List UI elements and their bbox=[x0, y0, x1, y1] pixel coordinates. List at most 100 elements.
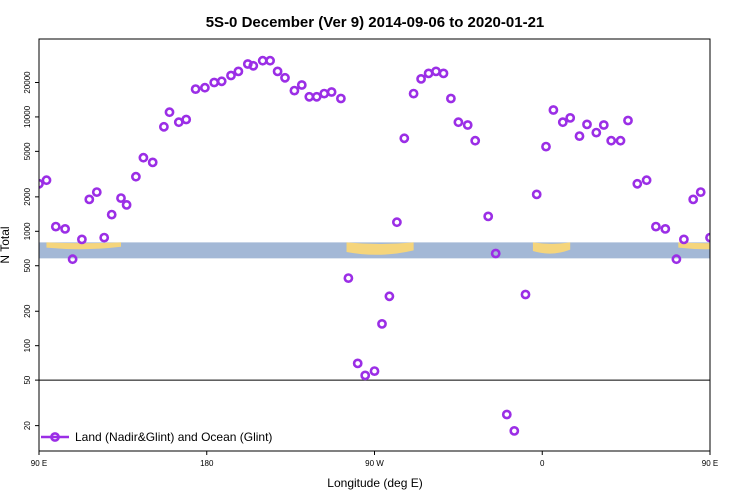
data-point bbox=[438, 68, 449, 79]
chart-title: 5S-0 December (Ver 9) 2014-09-06 to 2020… bbox=[206, 14, 545, 31]
data-point bbox=[520, 289, 531, 300]
data-point bbox=[289, 85, 300, 96]
data-point bbox=[615, 135, 626, 146]
data-point bbox=[280, 72, 290, 83]
y-tick-label: 50 bbox=[23, 375, 32, 384]
data-point bbox=[60, 223, 70, 234]
y-axis-label: N Total bbox=[0, 226, 12, 263]
data-point bbox=[326, 87, 337, 97]
data-point bbox=[705, 232, 710, 243]
data-point bbox=[121, 199, 132, 210]
legend: Land (Nadir&Glint) and Ocean (Glint) bbox=[41, 430, 272, 444]
x-tick-label: 90 E bbox=[702, 459, 718, 468]
x-tick-label: 180 bbox=[200, 459, 214, 468]
data-point bbox=[606, 135, 617, 146]
data-points bbox=[39, 55, 710, 436]
data-point bbox=[138, 152, 149, 163]
data-point bbox=[77, 234, 87, 245]
y-tick-label: 20 bbox=[23, 421, 32, 430]
y-tick-label: 100 bbox=[23, 338, 32, 352]
data-point bbox=[190, 84, 201, 94]
data-point bbox=[116, 193, 126, 203]
data-point bbox=[695, 187, 706, 197]
data-point bbox=[199, 82, 210, 93]
data-point bbox=[671, 254, 682, 265]
data-point bbox=[490, 248, 501, 259]
data-point bbox=[416, 74, 426, 84]
data-point bbox=[369, 366, 380, 376]
data-point bbox=[265, 55, 275, 66]
legend-label: Land (Nadir&Glint) and Ocean (Glint) bbox=[75, 430, 272, 444]
x-axis-label: Longitude (deg E) bbox=[327, 476, 422, 490]
x-tick-label: 90 W bbox=[365, 459, 384, 468]
data-point bbox=[548, 105, 559, 115]
data-point bbox=[557, 117, 568, 128]
surface-band bbox=[39, 242, 710, 259]
x-axis-ticks: 90 E 180 90 W 0 90 E bbox=[31, 451, 718, 468]
land-region bbox=[678, 242, 710, 250]
y-tick-label: 500 bbox=[23, 259, 32, 273]
data-point bbox=[541, 141, 551, 152]
land-region bbox=[46, 242, 122, 250]
data-point bbox=[67, 254, 78, 265]
data-point bbox=[582, 119, 592, 130]
data-point bbox=[470, 135, 481, 146]
data-point bbox=[343, 273, 354, 283]
data-point bbox=[106, 209, 117, 220]
data-point bbox=[335, 93, 346, 104]
x-tick-label: 90 E bbox=[31, 459, 47, 468]
data-point bbox=[509, 425, 520, 436]
data-point bbox=[377, 318, 387, 329]
data-point bbox=[384, 291, 395, 302]
data-point bbox=[632, 178, 643, 189]
data-point bbox=[352, 358, 363, 369]
data-point bbox=[41, 175, 52, 186]
y-tick-label: 2000 bbox=[23, 187, 32, 205]
data-point bbox=[453, 117, 464, 128]
data-point bbox=[565, 113, 576, 123]
data-point bbox=[501, 409, 512, 420]
data-point bbox=[360, 370, 371, 381]
data-point bbox=[84, 194, 95, 205]
data-point bbox=[248, 60, 259, 71]
data-point bbox=[181, 114, 192, 125]
y-tick-label: 5000 bbox=[23, 142, 32, 160]
y-tick-label: 1000 bbox=[23, 222, 32, 240]
data-point bbox=[91, 187, 102, 197]
data-point bbox=[531, 189, 542, 200]
data-point bbox=[147, 157, 158, 168]
data-point bbox=[272, 66, 283, 77]
data-point bbox=[688, 194, 699, 205]
y-tick-label: 200 bbox=[23, 304, 32, 318]
y-tick-label: 10000 bbox=[23, 105, 32, 128]
data-point bbox=[679, 234, 689, 245]
data-point bbox=[483, 211, 494, 222]
data-point bbox=[623, 115, 633, 126]
data-point bbox=[591, 127, 602, 138]
data-point bbox=[50, 221, 61, 232]
y-axis-ticks: 20 50 100 200 500 1000 2000 5000 10000 20000 bbox=[23, 71, 39, 430]
data-point bbox=[641, 175, 652, 186]
data-point bbox=[660, 223, 671, 234]
data-point bbox=[216, 76, 227, 87]
data-point bbox=[462, 120, 473, 130]
data-point bbox=[408, 88, 419, 99]
x-tick-label: 0 bbox=[540, 459, 545, 468]
data-point bbox=[296, 80, 307, 90]
data-point bbox=[445, 93, 456, 104]
data-point bbox=[130, 171, 141, 182]
data-point bbox=[311, 91, 322, 102]
legend-marker-swatch bbox=[50, 432, 60, 442]
data-point bbox=[164, 107, 175, 118]
data-point bbox=[574, 131, 585, 141]
land-region bbox=[532, 242, 571, 254]
land-region bbox=[346, 242, 414, 255]
data-point bbox=[99, 232, 110, 243]
data-point bbox=[158, 121, 169, 132]
data-point bbox=[226, 70, 236, 81]
data-point bbox=[651, 221, 661, 232]
data-point bbox=[598, 120, 609, 130]
data-point bbox=[399, 133, 410, 144]
data-point bbox=[391, 217, 402, 228]
